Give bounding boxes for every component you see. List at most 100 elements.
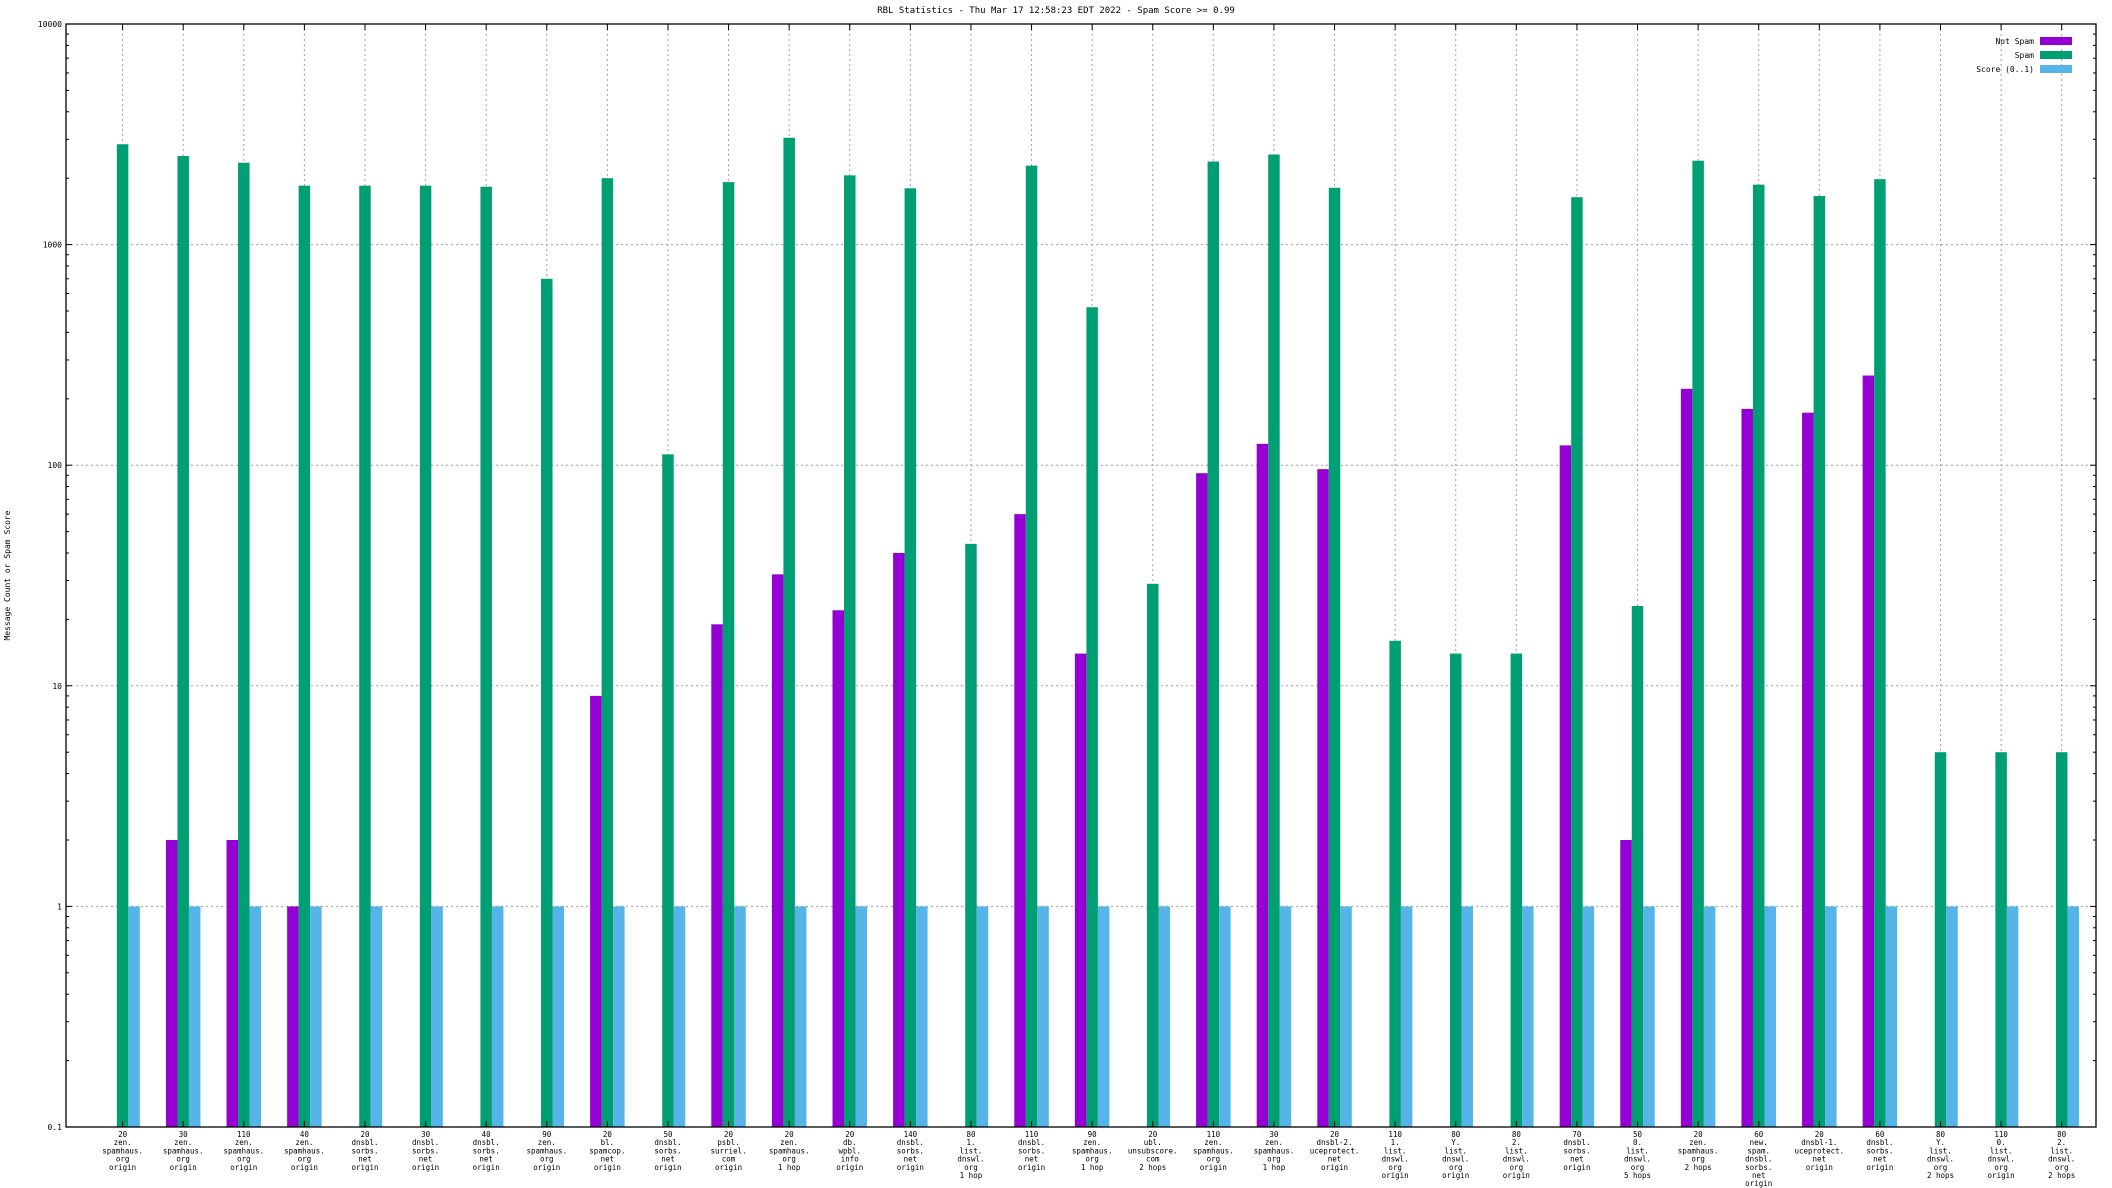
x-tick-label-line: db. [843, 1138, 857, 1147]
bars [116, 137, 2079, 1128]
bar-score-0-1 [128, 906, 140, 1127]
bar-spam [1692, 160, 1704, 1127]
x-tick-label-line: net [358, 1155, 372, 1164]
x-tick-label-line: zen. [1265, 1138, 1283, 1147]
bar-spam [1025, 165, 1038, 1127]
bar-not-spam [1074, 653, 1087, 1127]
x-tick-label-line: dnswl. [957, 1155, 984, 1164]
x-tick-label: 80 1. list. dnswl. org 1 hop [957, 1130, 984, 1180]
x-tick-label: 40 dnsbl. sorbs. net origin [473, 1130, 500, 1172]
x-tick-label-line: 20 [724, 1130, 734, 1139]
x-tick-label: 90 zen. spamhaus. org 1 hop [1072, 1130, 1113, 1172]
x-tick-label-line: origin [412, 1163, 439, 1172]
x-tick-label-line: dnswl. [1442, 1155, 1469, 1164]
x-tick-label-line: origin [594, 1163, 621, 1172]
x-tick-label-line: com [722, 1155, 736, 1164]
x-tick-label-line: org [1449, 1163, 1463, 1172]
bar-spam [480, 186, 492, 1127]
bar-spam [783, 137, 795, 1128]
x-tick-label-line: spamhaus. [1072, 1146, 1113, 1155]
bar-spam [722, 182, 735, 1127]
bar-score-0-1 [2006, 906, 2019, 1127]
chart-title: RBL Statistics - Thu Mar 17 12:58:23 EDT… [877, 6, 1235, 16]
bar-not-spam [771, 574, 784, 1127]
legend-label: Not Spam [1995, 37, 2034, 46]
bar-spam [116, 144, 129, 1127]
x-tick-label-line: origin [1321, 1163, 1348, 1172]
x-tick-label-line: spamhaus. [223, 1146, 264, 1155]
x-tick-label-line: origin [291, 1163, 318, 1172]
x-tick-label-line: origin [897, 1163, 924, 1172]
bar-spam [1449, 653, 1462, 1127]
bar-not-spam [165, 839, 178, 1127]
x-tick-label-line: 1 hop [1081, 1163, 1104, 1172]
bar-not-spam [1014, 514, 1026, 1127]
bar-spam [2055, 752, 2068, 1127]
x-tick-label-line: 20 [603, 1130, 613, 1139]
x-tick-label-line: origin [1563, 1163, 1590, 1172]
x-tick-label-line: org [1267, 1155, 1281, 1164]
x-tick-label-line: spamhaus. [1678, 1146, 1719, 1155]
bar-spam [1752, 184, 1765, 1128]
x-tick-label-line: org [964, 1163, 978, 1172]
x-tick-label-line: sorbs. [412, 1146, 439, 1155]
bar-score-0-1 [491, 906, 504, 1127]
bar-score-0-1 [1461, 906, 1473, 1127]
bar-score-0-1 [1400, 906, 1413, 1127]
x-tick-label-line: 5 hops [1624, 1171, 1651, 1180]
x-tick-label: 110 0. list. dnswl. org origin [1988, 1130, 2015, 1180]
x-tick-label-line: sorbs. [1745, 1163, 1772, 1172]
x-tick-label-line: origin [230, 1163, 257, 1172]
x-tick-label-line: uceprotect. [1794, 1146, 1844, 1155]
bar-not-spam [1256, 443, 1269, 1127]
x-tick-label-line: zen. [114, 1138, 132, 1147]
bar-spam [601, 178, 614, 1128]
bar-score-0-1 [613, 906, 625, 1127]
x-tick-label: 140 dnsbl. sorbs. net origin [897, 1130, 924, 1172]
x-tick-label-line: info [841, 1155, 860, 1164]
bar-spam [1146, 583, 1159, 1127]
bar-not-spam [590, 695, 602, 1127]
x-tick-label-line: psbl. [717, 1138, 740, 1147]
x-tick-label-line: sorbs. [473, 1146, 500, 1155]
x-tick-label-line: spamhaus. [1254, 1146, 1295, 1155]
x-tick-label-line: dnsbl. [473, 1138, 500, 1147]
x-tick-label-line: unsubscore. [1128, 1146, 1178, 1155]
bar-spam [1328, 187, 1341, 1127]
x-tick-label-line: net [1328, 1155, 1342, 1164]
bar-spam [1631, 606, 1644, 1127]
x-tick-label-line: 2 hops [1927, 1171, 1954, 1180]
x-tick-label: 20 bl. spamcop. net origin [589, 1130, 625, 1172]
x-tick-label: 90 zen. spamhaus. org origin [526, 1130, 567, 1172]
x-tick-label-line: 60 [1875, 1130, 1885, 1139]
bar-score-0-1 [1825, 906, 1837, 1127]
x-tick-label-line: origin [1866, 1163, 1893, 1172]
x-tick-label-line: 50 [663, 1130, 673, 1139]
x-tick-label-line: org [1631, 1163, 1645, 1172]
x-tick-label-line: spam. [1747, 1146, 1770, 1155]
x-tick-label-line: list. [1505, 1146, 1528, 1155]
x-tick-label-line: 90 [1088, 1130, 1098, 1139]
x-tick-label: 50 0. list. dnswl. org 5 hops [1624, 1130, 1651, 1180]
x-tick-label-line: 60 [1754, 1130, 1764, 1139]
x-tick-label-line: 30 [179, 1130, 189, 1139]
x-tick-label: 80 2. list. dnswl. org 2 hops [2048, 1130, 2075, 1180]
bar-score-0-1 [1279, 906, 1292, 1127]
bar-spam [419, 185, 432, 1127]
bar-not-spam [1862, 375, 1875, 1128]
x-tick-label-line: net [904, 1155, 918, 1164]
x-tick-label-line: origin [109, 1163, 136, 1172]
legend-label: Score (0..1) [1976, 65, 2034, 74]
x-tick-label-line: dnswl. [1503, 1155, 1530, 1164]
x-tick-label-line: 0. [1997, 1138, 2006, 1147]
bar-score-0-1 [1764, 906, 1776, 1127]
bar-score-0-1 [370, 906, 383, 1127]
x-tick-label: 40 zen. spamhaus. org origin [284, 1130, 325, 1172]
x-tick-label-line: origin [170, 1163, 197, 1172]
x-tick-label-line: 80 [2057, 1130, 2067, 1139]
x-tick-label-line: 50 [1633, 1130, 1643, 1139]
x-tick-label-line: 110 [1025, 1130, 1039, 1139]
x-tick-label-line: dnsbl. [1018, 1138, 1045, 1147]
